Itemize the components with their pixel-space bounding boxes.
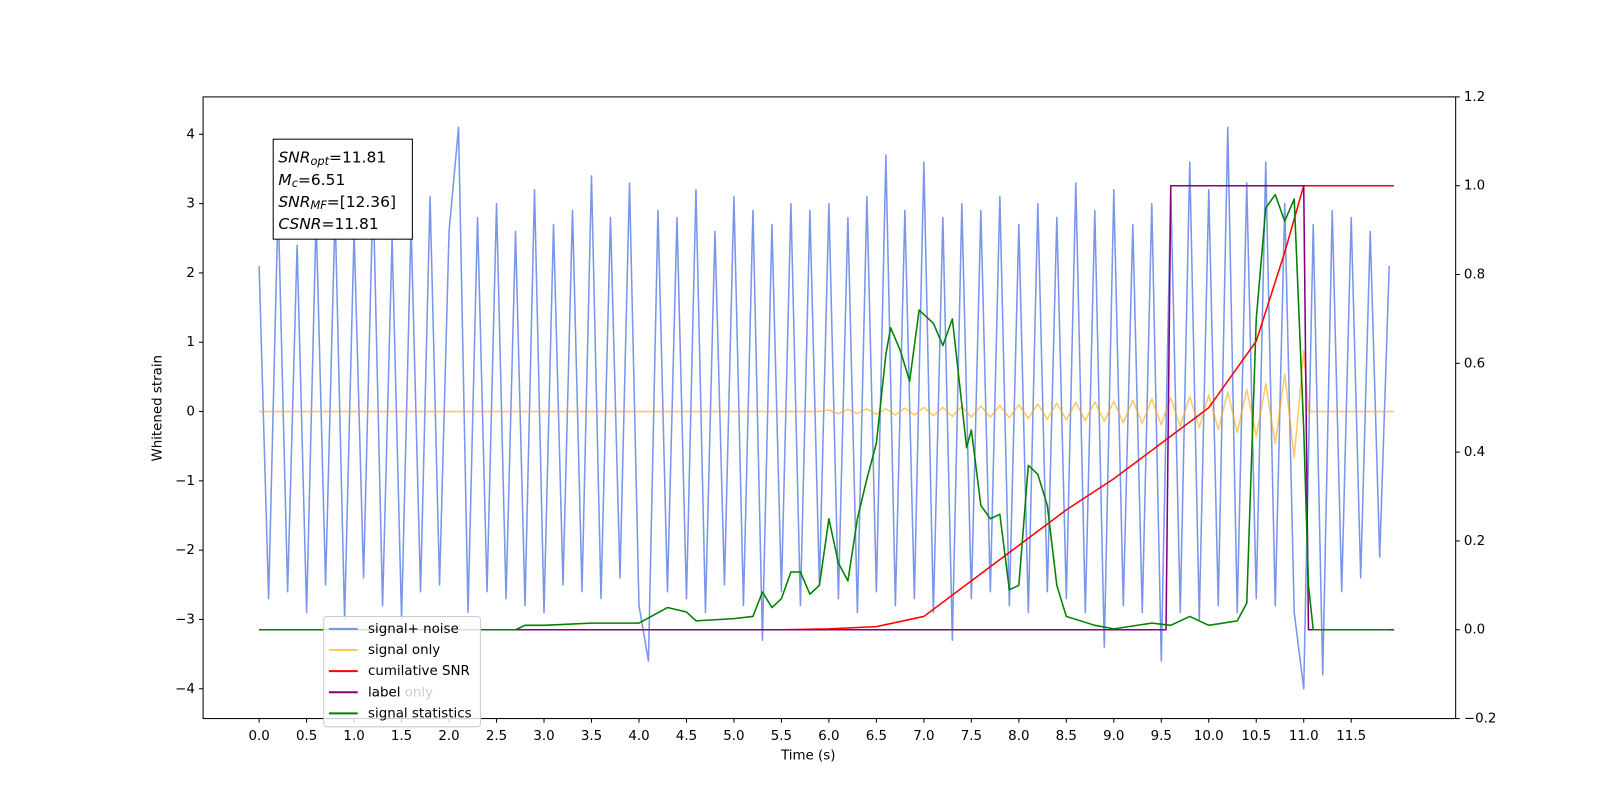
info-line: SNRopt=11.81 (278, 148, 386, 168)
x-tick-label: 10.5 (1241, 729, 1271, 744)
info-subscript: opt (310, 154, 329, 168)
y2-tick-label: 0.0 (1464, 623, 1485, 638)
y-tick-label: 3 (186, 197, 195, 212)
series-line (259, 184, 1394, 631)
y2-tick-label: 1.0 (1464, 179, 1485, 194)
x-tick-label: 3.0 (533, 729, 554, 744)
y2-tick-label: 1.2 (1464, 90, 1485, 105)
x-tick-label: 4.0 (628, 729, 649, 744)
info-subscript: MF (310, 198, 327, 212)
y2-tick-label: 0.8 (1464, 268, 1485, 283)
x-tick-label: 7.0 (913, 729, 934, 744)
y-tick-label: −4 (175, 682, 195, 697)
x-axis-label: Time (s) (780, 749, 835, 764)
legend-label: label (368, 685, 400, 700)
y-tick-label: −2 (175, 543, 195, 558)
x-tick-label: 0.0 (248, 729, 269, 744)
info-value: =11.81 (322, 215, 379, 233)
x-tick-label: 4.5 (676, 729, 697, 744)
x-tick-label: 1.0 (343, 729, 364, 744)
y-tick-label: 1 (186, 335, 195, 350)
info-value: =[12.36] (327, 193, 396, 211)
info-symbol: SNR (278, 193, 310, 211)
info-box: SNRopt=11.81Mc=6.51SNRMF=[12.36]CSNR=11.… (272, 138, 413, 240)
x-tick-label: 6.5 (866, 729, 887, 744)
info-symbol: M (278, 170, 291, 188)
y-tick-label: −3 (175, 612, 195, 627)
x-tick-label: 3.5 (581, 729, 602, 744)
y2-tick-label: 0.6 (1464, 356, 1485, 371)
legend-label: signal+ noise (368, 622, 459, 637)
info-box-frame (272, 138, 413, 240)
legend-label: signal only (368, 643, 440, 658)
x-tick-label: 9.5 (1151, 729, 1172, 744)
y-tick-label: 2 (186, 266, 195, 281)
info-line: CSNR=11.81 (278, 215, 378, 233)
x-tick-label: 11.0 (1289, 729, 1319, 744)
legend-frame (323, 615, 481, 728)
x-tick-label: 5.5 (771, 729, 792, 744)
y2-tick-label: −0.2 (1464, 712, 1497, 727)
x-tick-label: 6.0 (818, 729, 839, 744)
y-tick-label: 0 (186, 405, 195, 420)
legend-label: signal statistics (368, 706, 472, 721)
x-tick-label: 2.5 (486, 729, 507, 744)
y-tick-label: −1 (175, 474, 195, 489)
x-tick-label: 7.5 (961, 729, 982, 744)
x-tick-label: 9.0 (1103, 729, 1124, 744)
info-symbol: SNR (278, 148, 310, 166)
x-tick-label: 11.5 (1336, 729, 1366, 744)
series-line (259, 193, 1390, 631)
info-value: =11.81 (329, 148, 386, 166)
y2-tick-label: 0.4 (1464, 445, 1485, 460)
info-value: =6.51 (298, 170, 345, 188)
series-line (258, 126, 1390, 690)
plot-area (258, 126, 1394, 690)
y2-tick-label: 0.2 (1464, 534, 1485, 549)
x-tick-label: 8.5 (1056, 729, 1077, 744)
x-tick-label: 1.5 (391, 729, 412, 744)
info-symbol: CSNR (278, 215, 321, 233)
legend-label: cumilative SNR (368, 664, 470, 679)
y-axis-label: Whitened strain (151, 355, 166, 462)
x-tick-label: 5.0 (723, 729, 744, 744)
series-line (259, 349, 1394, 459)
x-tick-label: 2.0 (438, 729, 459, 744)
info-line: SNRMF=[12.36] (278, 193, 396, 213)
y-tick-label: 4 (186, 127, 195, 142)
info-line: Mc=6.51 (278, 170, 345, 190)
x-tick-label: 8.0 (1008, 729, 1029, 744)
info-subscript: c (292, 176, 299, 190)
x-tick-label: 0.5 (296, 729, 317, 744)
x-tick-label: 10.0 (1194, 729, 1224, 744)
